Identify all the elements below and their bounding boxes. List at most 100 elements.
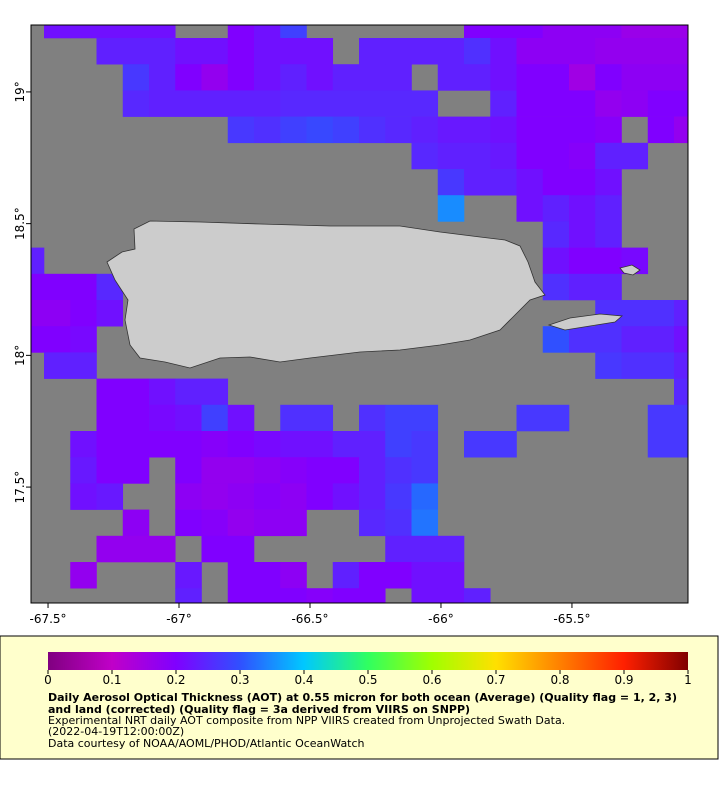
colorbar-tick-label: 0.5 bbox=[358, 673, 377, 687]
grid-cell bbox=[542, 404, 570, 432]
grid-cell bbox=[647, 64, 675, 91]
map-frame bbox=[30, 24, 689, 604]
grid-cell bbox=[96, 300, 124, 327]
grid-cell bbox=[621, 300, 649, 327]
culebra bbox=[619, 264, 641, 276]
grid-cell bbox=[516, 169, 544, 196]
grid-cell bbox=[70, 352, 97, 379]
grid-cell bbox=[411, 562, 439, 589]
grid-cell bbox=[96, 38, 124, 65]
grid-cell bbox=[437, 64, 465, 91]
grid-cell bbox=[306, 457, 334, 484]
grid-cell bbox=[490, 142, 517, 170]
grid-cell bbox=[569, 221, 596, 248]
grid-cell bbox=[254, 64, 281, 91]
grid-cell bbox=[569, 273, 596, 301]
grid-cell bbox=[569, 116, 596, 144]
grid-cell bbox=[569, 195, 596, 222]
grid-cell bbox=[595, 38, 622, 65]
grid-cell bbox=[569, 38, 596, 65]
grid-cell bbox=[516, 116, 544, 144]
grid-cell bbox=[280, 90, 307, 117]
grid-cell bbox=[227, 562, 255, 589]
grid-cell bbox=[411, 116, 439, 144]
grid-cell bbox=[70, 457, 97, 484]
grid-cell bbox=[201, 90, 229, 117]
grid-cell bbox=[280, 116, 307, 144]
grid-cell bbox=[595, 195, 622, 222]
grid-cell bbox=[385, 457, 412, 484]
colorbar-tick-label: 0.9 bbox=[614, 673, 633, 687]
grid-cell bbox=[44, 352, 71, 379]
grid-cell bbox=[149, 38, 176, 65]
grid-cell bbox=[149, 431, 176, 458]
grid-cell bbox=[175, 378, 202, 406]
grid-cell bbox=[306, 64, 334, 91]
grid-cell bbox=[647, 326, 675, 353]
grid-cell bbox=[332, 562, 360, 589]
grid-cell bbox=[280, 431, 307, 458]
grid-cell bbox=[437, 142, 465, 170]
grid-cell bbox=[542, 142, 570, 170]
grid-cell bbox=[621, 38, 649, 65]
grid-cell bbox=[674, 378, 688, 406]
x-tick-label: -65.5° bbox=[553, 612, 590, 626]
grid-cell bbox=[359, 509, 386, 537]
grid-cell bbox=[254, 457, 281, 484]
colorbar-tick-label: 0.3 bbox=[230, 673, 249, 687]
grid-cell bbox=[280, 25, 307, 39]
grid-cell bbox=[490, 169, 517, 196]
grid-cell bbox=[674, 352, 688, 379]
grid-cell bbox=[31, 273, 45, 301]
grid-cell bbox=[411, 535, 439, 563]
grid-cell bbox=[201, 509, 229, 537]
grid-cell bbox=[595, 116, 622, 144]
grid-cell bbox=[385, 483, 412, 510]
grid-cell bbox=[385, 90, 412, 117]
puerto-rico bbox=[106, 220, 546, 369]
grid-cell bbox=[437, 169, 465, 196]
land bbox=[106, 220, 641, 369]
grid-cell bbox=[280, 588, 307, 603]
grid-cell bbox=[359, 64, 386, 91]
grid-cell bbox=[280, 404, 307, 432]
grid-cell bbox=[464, 38, 491, 65]
grid-cell bbox=[175, 562, 202, 589]
grid-cell bbox=[306, 588, 334, 603]
grid-cell bbox=[411, 38, 439, 65]
grid-cell bbox=[411, 90, 439, 117]
grid-cell bbox=[254, 90, 281, 117]
grid-cell bbox=[621, 142, 649, 170]
grid-cell bbox=[175, 90, 202, 117]
grid-cell bbox=[70, 483, 97, 510]
grid-cell bbox=[96, 25, 124, 39]
grid-cell bbox=[359, 431, 386, 458]
grid-cell bbox=[516, 64, 544, 91]
grid-cell bbox=[647, 300, 675, 327]
grid-cell bbox=[201, 535, 229, 563]
grid-cells bbox=[31, 25, 688, 603]
grid-cell bbox=[96, 404, 124, 432]
grid-cell bbox=[306, 483, 334, 510]
grid-cell bbox=[437, 38, 465, 65]
grid-cell bbox=[385, 64, 412, 91]
grid-cell bbox=[437, 116, 465, 144]
grid-cell bbox=[569, 90, 596, 117]
grid-cell bbox=[175, 483, 202, 510]
grid-cell bbox=[464, 588, 491, 603]
grid-cell bbox=[542, 273, 570, 301]
grid-cell bbox=[385, 509, 412, 537]
grid-cell bbox=[306, 431, 334, 458]
x-tick-label: -67° bbox=[166, 612, 192, 626]
grid-cell bbox=[332, 116, 360, 144]
grid-cell bbox=[31, 326, 45, 353]
grid-cell bbox=[569, 326, 596, 353]
colorbar-tick-label: 0.8 bbox=[550, 673, 569, 687]
grid-cell bbox=[490, 64, 517, 91]
grid-cell bbox=[437, 588, 465, 603]
grid-cell bbox=[674, 116, 688, 144]
colorbar-tick-label: 0.2 bbox=[166, 673, 185, 687]
grid-cell bbox=[254, 25, 281, 39]
grid-cell bbox=[595, 247, 622, 275]
